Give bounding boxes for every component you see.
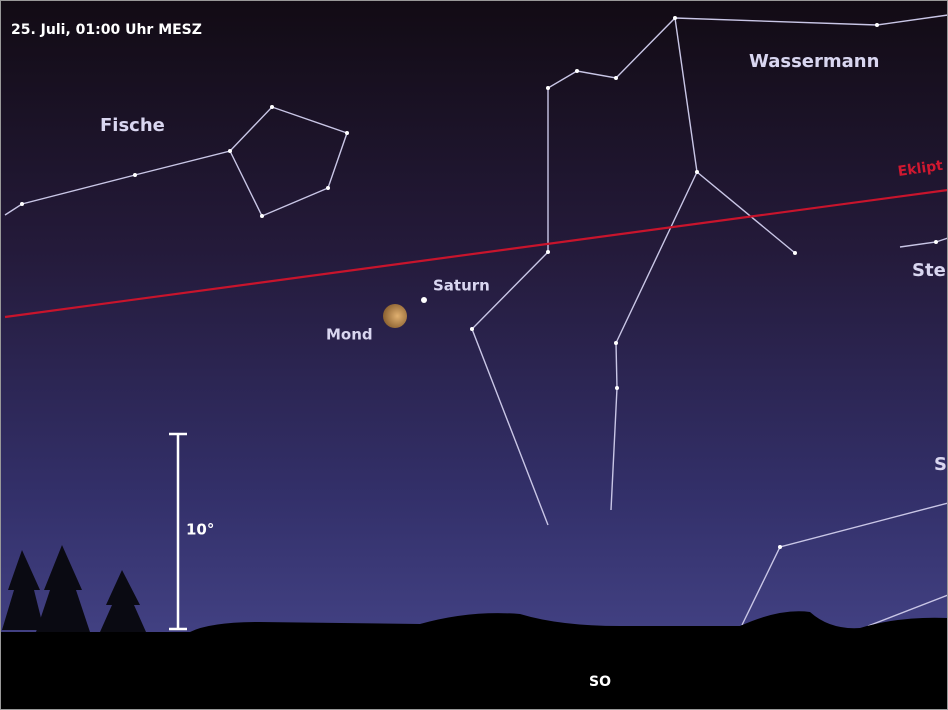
scale-bar	[169, 432, 187, 631]
timestamp: 25. Juli, 01:00 Uhr MESZ	[11, 22, 202, 38]
ecliptic-label: Eklipt	[897, 158, 944, 180]
scale-label: 10°	[186, 521, 214, 539]
stars	[20, 16, 938, 549]
constellation-line	[610, 171, 698, 511]
constellation-line	[867, 594, 948, 627]
constellation-label: Wassermann	[749, 51, 879, 72]
trees	[2, 545, 146, 632]
constellation-label: Ste	[912, 260, 946, 281]
saturn	[421, 297, 427, 303]
constellation-label: Fische	[100, 115, 165, 136]
ecliptic	[4, 188, 948, 319]
moon	[383, 304, 407, 328]
constellation-label: S	[934, 454, 947, 475]
object-label: Mond	[326, 326, 373, 344]
ground	[0, 611, 948, 710]
direction-label: SO	[589, 674, 611, 690]
object-label: Saturn	[433, 277, 490, 295]
